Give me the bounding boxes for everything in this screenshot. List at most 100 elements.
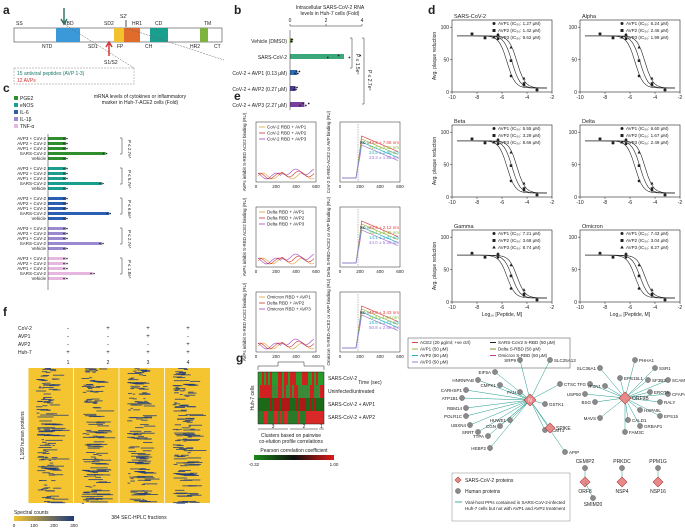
d-title: Delta: [582, 119, 596, 125]
f-streak: [46, 497, 55, 499]
h-human-node: [657, 413, 663, 419]
e-xtick: 200: [356, 184, 364, 189]
f-streak: [134, 372, 145, 373]
f-streak: [47, 501, 53, 503]
f-streak: [142, 415, 157, 417]
f-streak: [82, 391, 87, 393]
c-legend-swatch: [14, 124, 18, 128]
f-streak: [179, 394, 183, 396]
legend-12avp: 12 AVPs: [17, 78, 36, 84]
b-point: [292, 88, 295, 91]
h-human-node: [665, 391, 671, 397]
b-point: [299, 104, 301, 107]
arrow-red: [105, 40, 113, 56]
f-streak: [37, 456, 48, 458]
d-xtick-label: -10: [448, 305, 455, 311]
d-point: [483, 141, 487, 145]
h-human-label: PRKDC: [613, 459, 631, 465]
c-row-label: SARS-CoV-2: [20, 181, 47, 186]
f-streak: [130, 478, 134, 480]
f-streak: [82, 458, 99, 460]
f-streak: [184, 420, 190, 421]
f-streak: [96, 386, 105, 387]
h-human-label: FAU: [507, 390, 516, 395]
h-edge: [589, 383, 626, 399]
h-edge: [465, 399, 531, 417]
g-cell: [270, 372, 272, 385]
f-streak: [89, 377, 93, 379]
g-cell: [286, 398, 288, 411]
g-cell: [312, 398, 314, 411]
g-scale-title: Pearson correlation coefficient: [260, 448, 328, 454]
g-cell: [318, 411, 320, 424]
h-edge: [624, 393, 669, 399]
c-point: [63, 262, 65, 265]
c-row-label: SARS-CoV-2: [20, 271, 47, 276]
f-streak: [128, 433, 139, 435]
d-xtick-label: -6: [500, 95, 505, 101]
c-bar: [48, 242, 102, 245]
g-cell: [288, 411, 290, 424]
f-streak: [190, 463, 201, 465]
b-point: [326, 56, 329, 59]
c-point: [63, 177, 65, 180]
g-cell: [258, 411, 260, 424]
c-bar: [48, 137, 66, 140]
g-cell: [290, 411, 292, 424]
g-cell: [264, 372, 266, 385]
d-point: [496, 251, 500, 255]
f-streak: [175, 448, 187, 450]
g-cell: [284, 398, 286, 411]
c-row-label: AVP1 + CoV-2: [17, 206, 46, 211]
c-point: [66, 232, 68, 235]
b-row-label: Vehicle (DMSO): [251, 39, 287, 45]
f-streak: [184, 380, 190, 381]
g-cell: [320, 372, 322, 385]
f-streak: [48, 474, 56, 476]
d-curve: [585, 254, 675, 299]
f-streak: [45, 371, 51, 373]
g-cell: [322, 411, 324, 424]
g-cell: [272, 372, 274, 385]
f-streak: [36, 406, 43, 408]
f-streak: [188, 384, 196, 386]
h-human-label: PCMT1: [549, 428, 565, 433]
f-sign: -: [67, 334, 69, 340]
d-legend-2: AVP3 (IC₅₀: 2.49 μM): [626, 140, 669, 145]
h-viral-node-spike: [544, 422, 556, 434]
f-streak: [93, 402, 98, 404]
b-bar: [290, 86, 296, 91]
f-streak: [52, 498, 69, 500]
d-xtick-label: -10: [448, 95, 455, 101]
f-streak: [40, 414, 54, 416]
d-curve: [585, 254, 675, 299]
g-cell: [302, 372, 304, 385]
h-human-label: TTPA: [473, 434, 484, 439]
c-row-label: SARS-CoV-2: [20, 241, 47, 246]
f-streak: [187, 406, 197, 408]
h-human-node: [562, 449, 568, 455]
d-legend-1: AVP2 (IC₅₀: 3.04 μM): [626, 238, 669, 243]
e-xtick: 600: [312, 354, 320, 359]
c-bracket: [120, 227, 123, 245]
f-streak: [176, 502, 185, 504]
d-marker-tri: [492, 245, 496, 249]
f-streak: [82, 436, 95, 438]
f-streak: [49, 385, 60, 387]
e-sensorgram: [342, 144, 399, 179]
f-streak: [95, 471, 109, 472]
d-ytick-label: 100: [569, 130, 578, 136]
g-cell: [306, 372, 308, 385]
d-point: [650, 181, 654, 185]
c-row-label: AVP3 + CoV-2: [17, 136, 46, 141]
f-streak: [131, 387, 139, 389]
f-streak: [45, 468, 56, 470]
e-right-axes: [339, 206, 401, 268]
c-point: [66, 207, 68, 210]
h-viral-node-n: [523, 393, 537, 407]
domain-block: [150, 28, 168, 42]
g-dendrogram: [257, 361, 325, 370]
f-streak: [137, 369, 148, 371]
f-streak: [81, 386, 91, 387]
d-legend-2: AVP3 (IC₅₀: 8.27 μM): [626, 245, 669, 250]
